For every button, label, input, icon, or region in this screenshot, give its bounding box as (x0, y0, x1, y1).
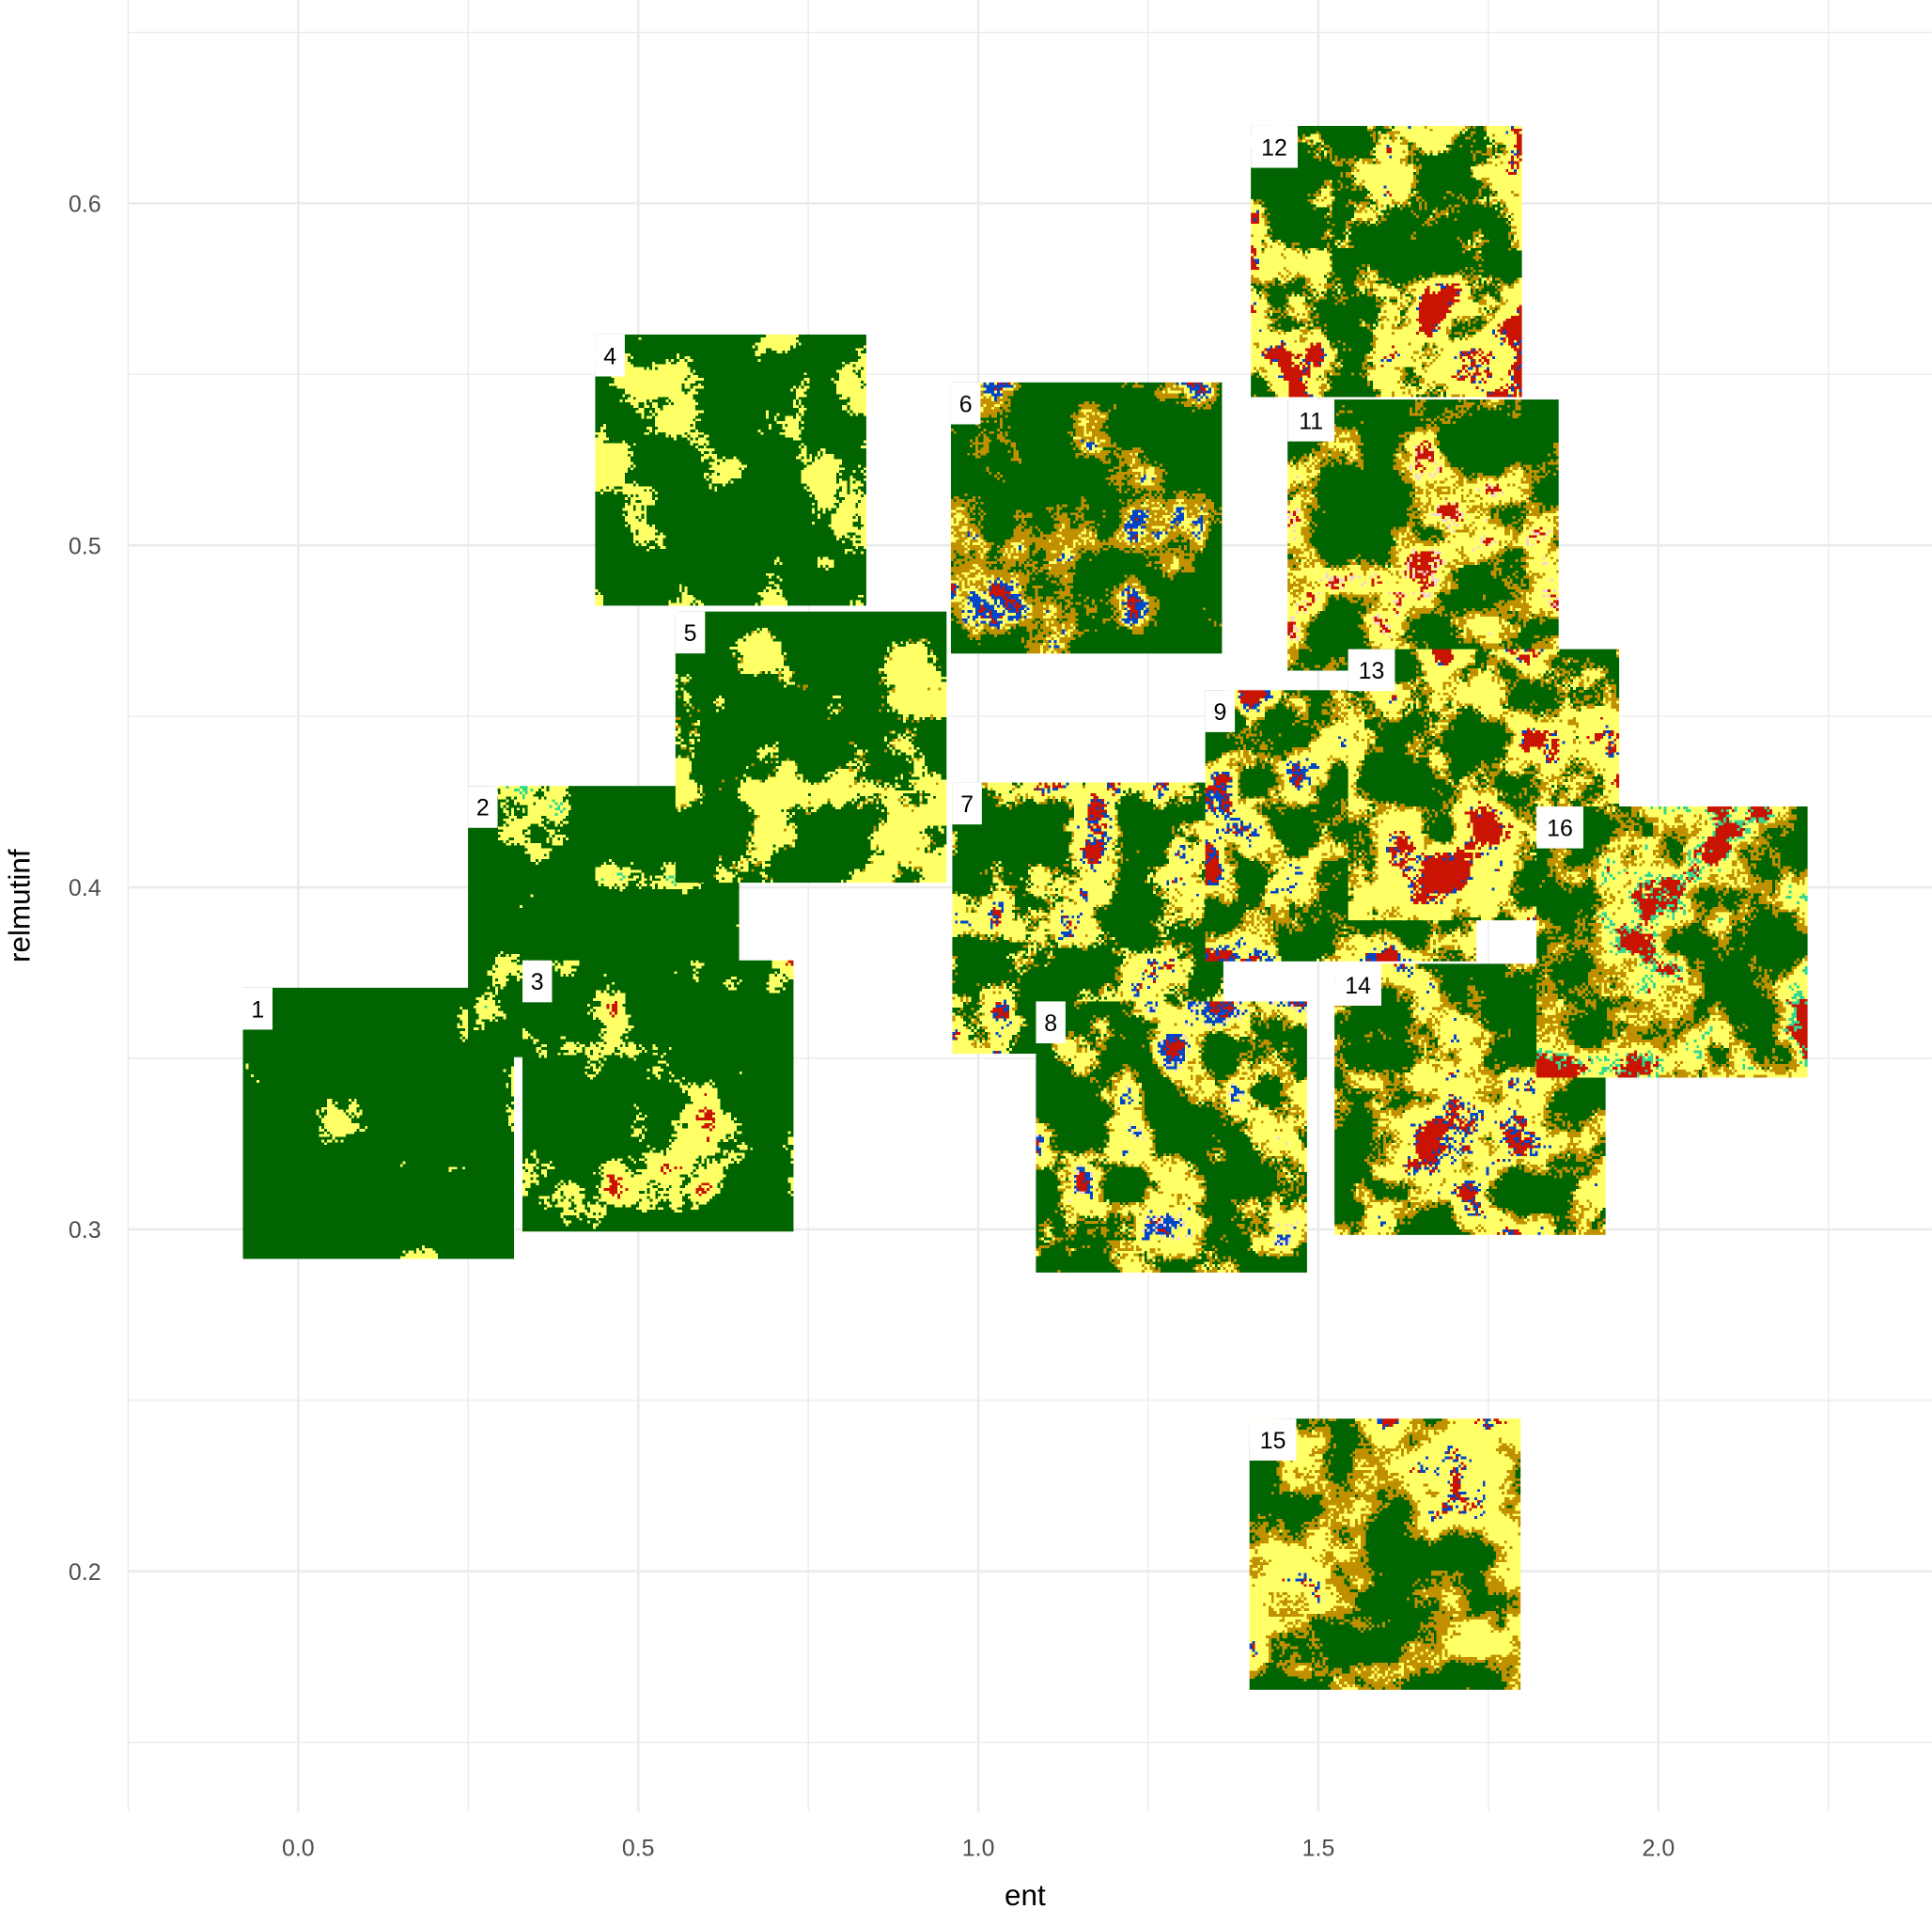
tile-label-box (675, 611, 706, 654)
tile-image (1536, 806, 1808, 1078)
tile-label-box (1348, 649, 1395, 692)
tile-label: 12 (1261, 134, 1287, 161)
tile-image (595, 334, 866, 606)
tile-label: 11 (1299, 409, 1323, 435)
landscape-tile: 15 (1249, 1418, 1521, 1690)
tile-label: 8 (1044, 1010, 1057, 1037)
x-tick-label: 1.0 (962, 1836, 995, 1862)
tile-image (522, 960, 794, 1232)
y-tick-label: 0.5 (69, 533, 101, 559)
tile-label-box (1536, 806, 1583, 849)
tile-label: 9 (1213, 699, 1226, 726)
y-tick-labels: 0.2 0.3 0.4 0.5 0.6 (69, 192, 101, 1586)
tile-label-box (1334, 963, 1381, 1006)
landscape-tile: 5 (675, 611, 947, 884)
tile-image (1036, 1001, 1307, 1273)
y-tick-label: 0.3 (69, 1217, 101, 1244)
x-axis-label: ent (1005, 1879, 1046, 1909)
landscape-tile: 12 (1251, 125, 1522, 398)
tile-label: 5 (684, 620, 697, 647)
tile-label: 1 (251, 996, 264, 1023)
tile-label-box (468, 786, 498, 828)
tile-label-box (1287, 399, 1335, 442)
tile-label: 4 (603, 343, 616, 369)
landscape-tile: 3 (522, 960, 794, 1232)
landscape-tile: 11 (1287, 399, 1559, 671)
x-tick-label: 0.0 (282, 1836, 315, 1862)
y-axis-label: relmutinf (4, 849, 37, 962)
landscape-tile: 4 (595, 334, 866, 606)
tile-image (950, 382, 1223, 654)
y-tick-label: 0.6 (69, 192, 101, 218)
landscape-tile: 16 (1536, 806, 1808, 1078)
tile-image (1287, 399, 1559, 671)
x-tick-label: 0.5 (622, 1836, 655, 1862)
tile-label: 13 (1359, 658, 1385, 684)
tile-label-box (952, 782, 982, 825)
tile-label-box (1205, 690, 1236, 732)
tile-label: 6 (959, 391, 973, 417)
x-tick-labels: 0.0 0.5 1.0 1.5 2.0 (282, 1836, 1675, 1862)
y-tick-label: 0.4 (69, 875, 101, 901)
landscape-tile: 8 (1036, 1001, 1307, 1273)
tile-label: 2 (476, 795, 490, 821)
x-tick-label: 1.5 (1302, 1836, 1335, 1862)
tile-label-box (242, 987, 273, 1030)
x-tick-label: 2.0 (1643, 1836, 1675, 1862)
tile-image (1249, 1418, 1521, 1690)
landscape-tile: 6 (950, 382, 1223, 654)
tile-label-box (522, 960, 553, 1003)
tile-label: 16 (1547, 815, 1573, 841)
tile-label: 14 (1345, 973, 1371, 999)
tile-image (1251, 125, 1522, 398)
tile-label: 3 (531, 969, 544, 995)
tile-label: 15 (1260, 1428, 1286, 1454)
tile-label-box (1249, 1418, 1297, 1461)
tile-label: 7 (960, 791, 974, 818)
y-tick-label: 0.2 (69, 1559, 101, 1586)
tile-label-box (1251, 125, 1298, 168)
tile-image (675, 611, 947, 884)
tile-label-box (595, 334, 625, 377)
tile-label-box (950, 382, 981, 425)
tile-label-box (1036, 1001, 1066, 1044)
